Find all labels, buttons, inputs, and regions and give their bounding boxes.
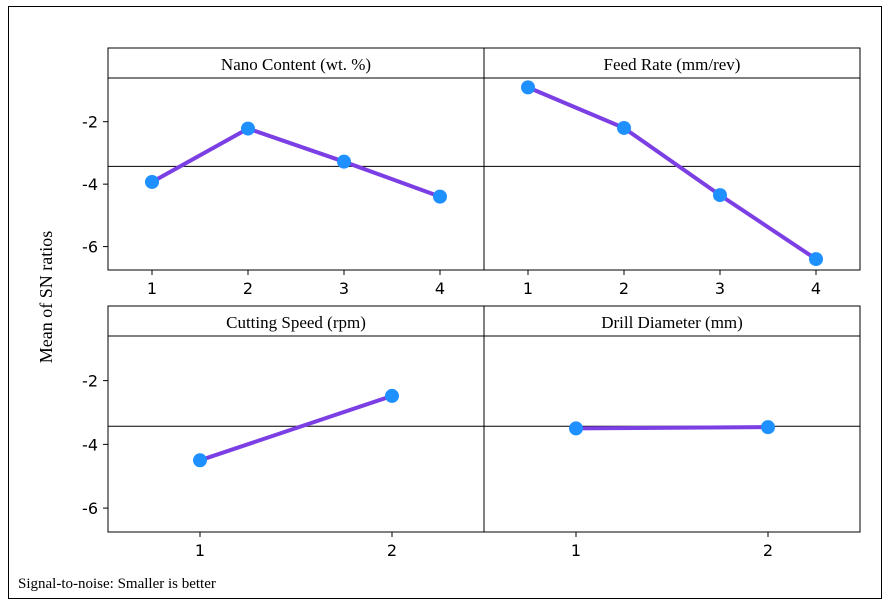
panel-3: Cutting Speed (rpm) -2 -4 -6 1 2 bbox=[82, 305, 485, 560]
data-point bbox=[385, 388, 399, 403]
panel-plot-box bbox=[483, 77, 861, 271]
x-tick-label: 2 bbox=[763, 541, 773, 560]
footnote: Signal-to-noise: Smaller is better bbox=[18, 576, 216, 592]
x-tick-label: 3 bbox=[715, 279, 725, 298]
data-point bbox=[337, 154, 351, 169]
panel-4: Drill Diameter (mm) 1 2 bbox=[483, 305, 861, 560]
data-point bbox=[569, 421, 583, 436]
x-tick-label: 1 bbox=[195, 541, 205, 560]
y-tick-label: -4 bbox=[82, 435, 98, 454]
x-tick-label: 4 bbox=[435, 279, 445, 298]
data-point bbox=[713, 188, 727, 203]
series-line bbox=[199, 394, 393, 463]
y-tick-label: -6 bbox=[82, 499, 98, 518]
data-point bbox=[193, 453, 207, 468]
panel-title: Nano Content (wt. %) bbox=[221, 55, 371, 74]
data-point bbox=[145, 174, 159, 189]
x-tick-label: 4 bbox=[811, 279, 821, 298]
panel-2: Feed Rate (mm/rev) 1 2 3 4 bbox=[483, 47, 861, 298]
data-point bbox=[761, 420, 775, 435]
x-tick-label: 1 bbox=[147, 279, 157, 298]
panel-title: Cutting Speed (rpm) bbox=[226, 313, 366, 332]
y-tick-label: -2 bbox=[82, 113, 98, 132]
data-point bbox=[617, 120, 631, 135]
panel-title-box bbox=[107, 47, 485, 79]
panel-title-box bbox=[107, 305, 485, 337]
y-tick-label: -4 bbox=[82, 175, 98, 194]
data-point bbox=[433, 189, 447, 204]
panel-title: Drill Diameter (mm) bbox=[601, 313, 743, 332]
y-axis-label: Mean of SN ratios bbox=[36, 231, 56, 363]
panel-title-box bbox=[483, 47, 861, 79]
series-line bbox=[527, 85, 818, 261]
x-tick-label: 2 bbox=[619, 279, 629, 298]
x-tick-label: 1 bbox=[571, 541, 581, 560]
x-tick-label: 1 bbox=[523, 279, 533, 298]
x-tick-label: 2 bbox=[243, 279, 253, 298]
x-tick-label: 3 bbox=[339, 279, 349, 298]
series-line bbox=[575, 425, 769, 431]
panel-1: Nano Content (wt. %) -2 -4 -6 1 2 3 4 bbox=[82, 47, 485, 298]
data-point bbox=[241, 121, 255, 136]
data-point bbox=[521, 80, 535, 95]
y-tick-label: -2 bbox=[82, 372, 98, 391]
figure-frame bbox=[8, 6, 882, 599]
panel-plot-box bbox=[483, 335, 861, 533]
y-tick-label: -6 bbox=[82, 238, 98, 257]
data-point bbox=[809, 252, 823, 267]
panel-plot-box bbox=[107, 335, 485, 533]
x-tick-label: 2 bbox=[387, 541, 397, 560]
panel-title: Feed Rate (mm/rev) bbox=[604, 55, 741, 74]
series-line bbox=[151, 126, 441, 199]
panel-title-box bbox=[483, 305, 861, 337]
